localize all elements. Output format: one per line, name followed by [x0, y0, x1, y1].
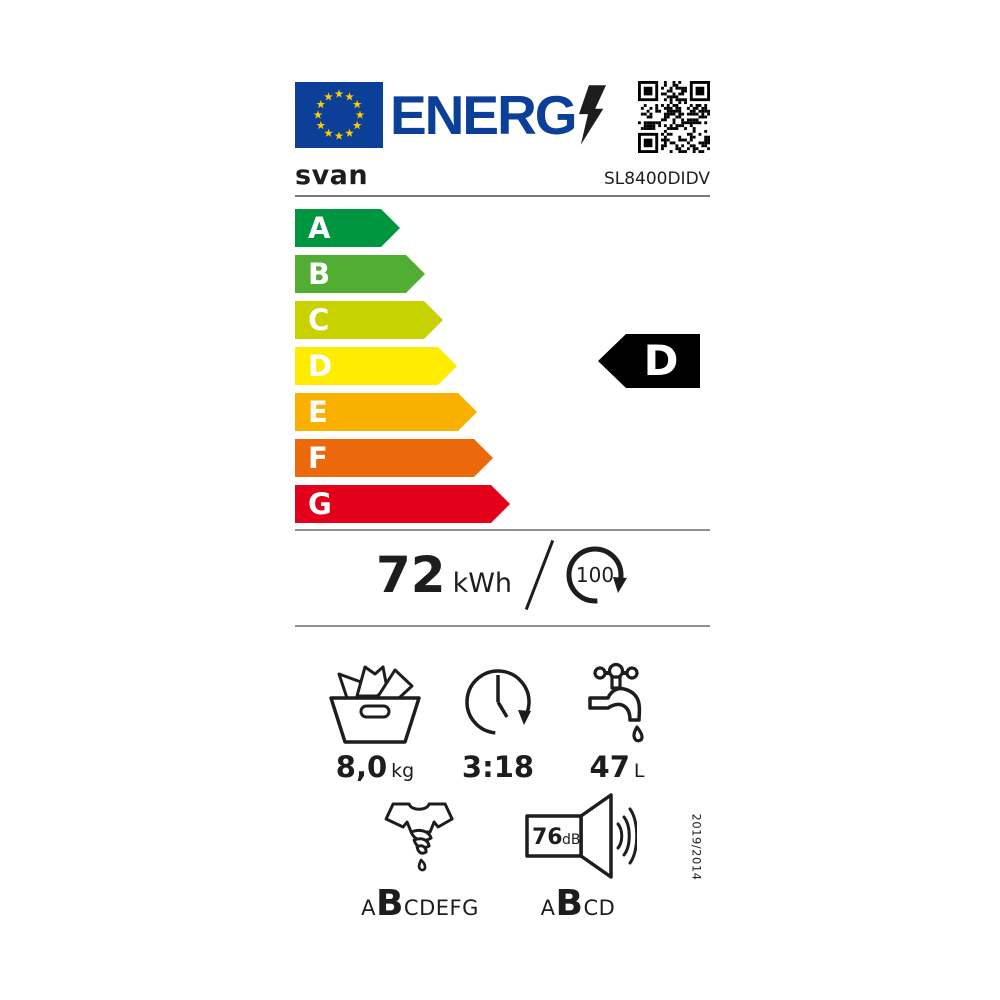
scale-arrow-E: E — [295, 393, 477, 431]
regulation-number: 2019/2014 — [689, 813, 704, 881]
cycle-arrowhead — [613, 577, 628, 593]
energy-consumption-value-group: 72 kWh — [376, 550, 512, 600]
kwh-divider — [295, 625, 710, 627]
water-label: 47 L — [578, 750, 656, 784]
water-metric: 47 L — [578, 658, 656, 782]
scale-arrow-C: C — [295, 301, 443, 339]
qr-code — [638, 81, 710, 153]
eu-flag-icon — [295, 82, 383, 148]
scale-arrow-A: A — [295, 209, 400, 247]
brand-row: svan SL8400DIDV — [295, 162, 710, 189]
energy-consumption-value: 72 — [375, 546, 446, 604]
scale-arrow-letter: C — [308, 302, 330, 337]
lightning-bolt-icon — [578, 85, 606, 145]
per-100-cycles-icon: 100 — [566, 546, 628, 604]
spin-scale-suffix: CDEFG — [403, 896, 479, 920]
scale-arrow-letter: D — [308, 348, 333, 383]
water-tap-icon — [588, 662, 644, 743]
label-header: ENERG — [295, 80, 710, 154]
scale-arrow-letter: E — [308, 394, 328, 429]
spin-rated-class: B — [375, 883, 404, 924]
duration-label: 3:18 — [455, 753, 541, 782]
energy-consumption-unit: kWh — [452, 568, 513, 599]
bottom-metrics-row: ABCDEFG 76 dB — [295, 792, 710, 922]
spin-scale-prefix: A — [361, 896, 376, 920]
noise-speaker-icon: 76 dB — [525, 793, 639, 879]
noise-metric: 76 dB ABCD — [519, 792, 639, 922]
energ-logo: ENERG — [390, 80, 606, 150]
spin-drying-class-scale: ABCDEFG — [361, 886, 479, 922]
duration-value: 3:18 — [461, 750, 535, 784]
noise-db-value: 76 — [532, 825, 563, 850]
cycles-count: 100 — [576, 563, 614, 587]
scale-arrow-letter: B — [308, 256, 331, 291]
spin-drying-shirt-icon — [384, 802, 454, 872]
scale-arrow-G: G — [295, 485, 510, 523]
rated-class-letter: D — [643, 336, 679, 385]
water-unit: L — [633, 760, 645, 782]
capacity-value: 8,0 — [335, 750, 388, 784]
energy-consumption-row: 72 kWh 100 — [295, 531, 710, 619]
scale-arrow-F: F — [295, 439, 493, 477]
per-slash — [524, 539, 555, 611]
capacity-unit: kg — [391, 760, 415, 782]
scale-arrow-D: D — [295, 347, 457, 385]
scale-arrow-B: B — [295, 255, 425, 293]
laundry-basket-icon — [329, 665, 421, 744]
scale-arrow-letter: F — [308, 440, 328, 475]
scale-divider — [295, 529, 710, 531]
scale-arrow-letter: G — [308, 486, 332, 521]
duration-metric: 3:18 — [455, 658, 541, 782]
noise-class-scale: ABCD — [519, 886, 637, 922]
noise-scale-prefix: A — [540, 896, 556, 920]
noise-rated-class: B — [555, 883, 584, 924]
capacity-label: 8,0 kg — [323, 750, 427, 784]
noise-scale-suffix: CD — [583, 896, 616, 920]
header-divider — [295, 195, 710, 197]
noise-db-unit: dB — [562, 832, 581, 848]
capacity-metric: 8,0 kg — [323, 658, 427, 782]
energ-logo-text: ENERG — [390, 83, 578, 146]
model-number: SL8400DIDV — [603, 168, 710, 189]
metrics-row: 8,0 kg 3:18 — [295, 658, 710, 782]
cycle-duration-clock-icon — [465, 669, 531, 735]
scale-arrow-letter: A — [308, 210, 331, 245]
brand-name: svan — [295, 160, 369, 191]
spin-drying-metric: ABCDEFG — [361, 792, 479, 922]
water-value: 47 — [589, 750, 630, 784]
